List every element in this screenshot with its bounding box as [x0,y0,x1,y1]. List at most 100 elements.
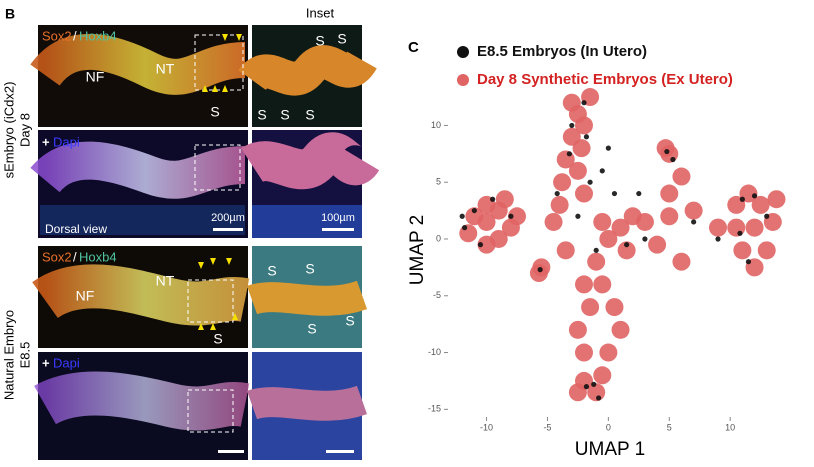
microscopy-images [30,25,380,460]
point-synthetic [617,241,636,260]
stain-label: Dapi [53,355,80,370]
region-label: NF [86,69,105,85]
region-label: S [337,31,346,47]
point-natural [636,190,642,197]
point-synthetic [575,116,593,135]
legend-label: Day 8 Synthetic Embryos (Ex Utero) [477,71,733,88]
point-natural [566,151,572,157]
point-synthetic [568,383,587,402]
x-tick-label: 10 [725,422,735,432]
point-natural [477,242,484,248]
stain-label: / [73,28,77,43]
region-label: S [267,263,276,279]
point-natural [751,193,758,199]
region-label: S [280,107,289,123]
point-natural [691,219,697,225]
point-natural [581,100,587,106]
x-tick-label: -10 [480,422,493,432]
point-natural [583,134,590,140]
y-tick-label: -10 [428,347,441,357]
point-natural [596,395,602,401]
scale-label: 200µm [211,212,245,224]
region-label: S [307,321,316,337]
point-synthetic [745,218,764,237]
point-natural [591,381,597,387]
point-synthetic [544,212,563,231]
point-synthetic [575,275,593,294]
point-synthetic [660,207,679,226]
point-natural [462,225,468,231]
point-synthetic [599,343,618,362]
point-synthetic [660,184,679,203]
point-synthetic [556,241,575,260]
region-label: S [210,104,219,120]
region-label: NT [156,273,175,289]
point-synthetic [605,298,624,317]
point-synthetic [568,320,587,339]
point-synthetic [495,190,514,209]
point-natural [611,190,618,197]
point-natural [642,236,648,242]
point-natural [471,207,477,214]
point-natural [508,213,514,219]
point-synthetic [508,207,526,226]
point-synthetic [727,218,746,237]
x-tick-label: -5 [543,422,551,432]
stain-label: Dapi [53,134,80,149]
stain-label: + [42,134,50,149]
point-natural [745,259,752,265]
point-synthetic [709,218,727,237]
point-natural [664,148,670,155]
region-label: NF [76,288,95,304]
y-tick-label: 5 [436,177,441,187]
point-synthetic [587,252,606,271]
point-natural [583,384,590,390]
region-label: S [315,33,324,49]
stain-label: Hoxb4 [79,28,117,43]
point-natural [593,247,599,253]
point-natural [624,242,630,248]
y-tick-label: -15 [428,404,441,414]
point-natural [575,213,581,219]
point-natural [459,213,465,219]
point-synthetic [767,190,786,209]
point-natural [569,122,575,129]
panel-label: B [5,6,15,22]
panel-label: C [408,39,419,56]
stain-label: / [73,249,77,264]
point-natural [764,213,770,219]
row-label: E8.5 [17,342,32,369]
row-label: Natural Embryo [1,310,16,400]
point-synthetic [611,320,630,339]
point-natural [599,168,605,174]
legend-label: E8.5 Embryos (In Utero) [477,43,647,60]
point-synthetic [581,298,600,317]
point-synthetic [656,139,675,158]
inset-title: Inset [306,5,335,20]
stain-label: Sox2 [42,28,72,43]
point-natural [587,179,593,185]
point-synthetic [550,195,569,214]
y-tick-label: 0 [436,233,441,243]
point-synthetic [459,224,478,243]
point-natural [670,156,676,163]
stain-label: + [42,355,50,370]
scale-label: 100µm [321,212,355,224]
point-synthetic [575,184,593,203]
point-synthetic [568,161,587,180]
point-synthetic [477,235,496,254]
point-synthetic [477,212,496,231]
point-natural [605,145,611,151]
point-synthetic [575,343,593,362]
region-label: S [345,313,354,329]
point-synthetic [757,241,776,260]
point-synthetic [611,218,630,237]
point-synthetic [672,167,691,186]
point-synthetic [553,173,572,192]
region-label: S [257,107,266,123]
y-tick-label: 10 [431,120,441,130]
point-synthetic [593,275,612,294]
point-natural [554,190,560,197]
legend-marker [457,74,469,86]
